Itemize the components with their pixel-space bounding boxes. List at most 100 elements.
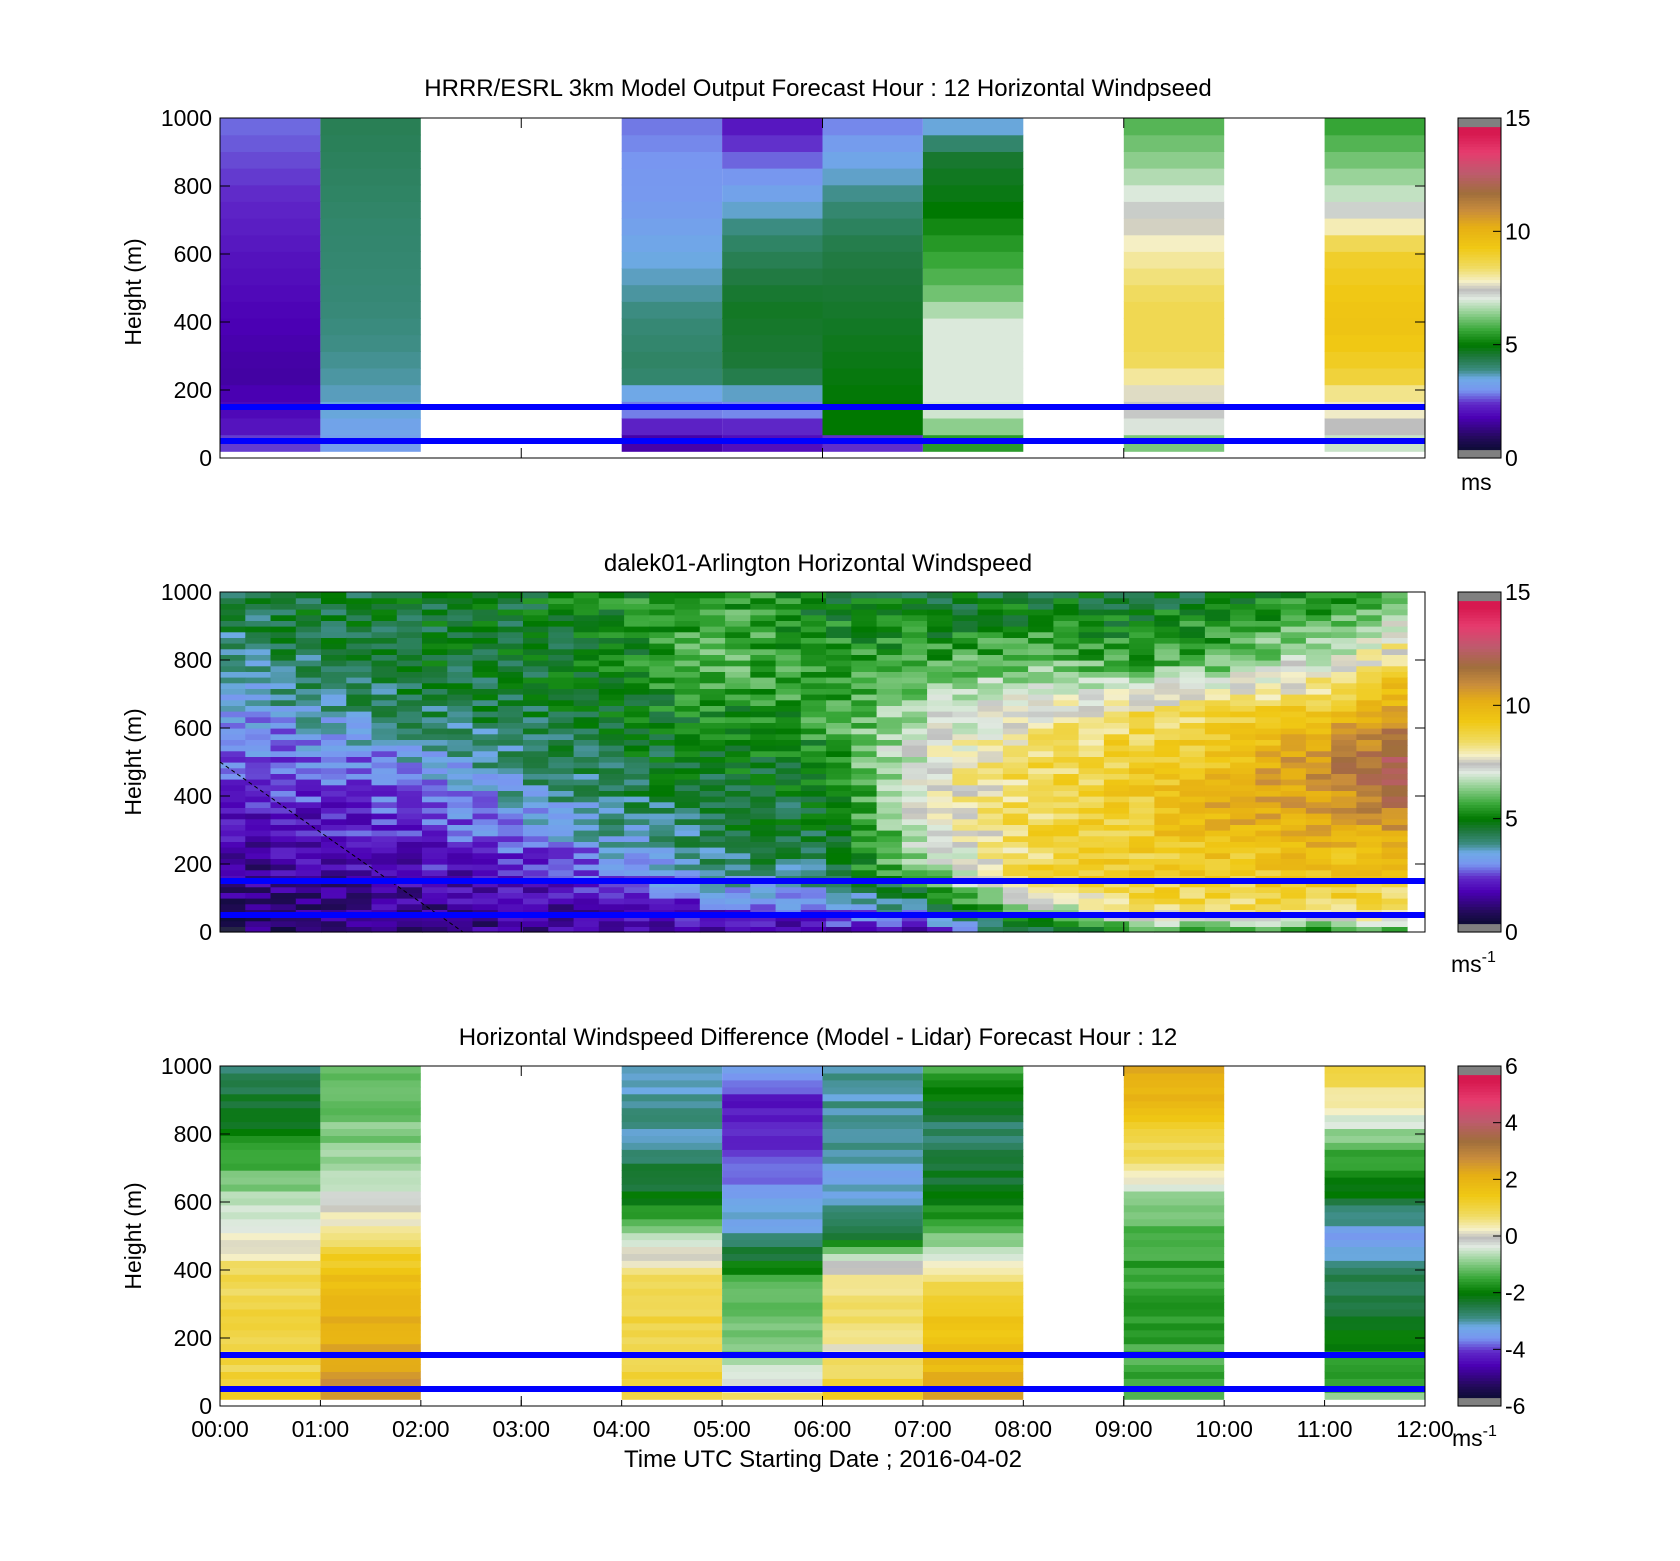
difference-cell — [621, 1357, 723, 1365]
lidar-cell — [245, 915, 272, 922]
lidar-cell — [1381, 852, 1408, 859]
difference-cell — [1324, 1281, 1425, 1289]
lidar-cell — [901, 699, 928, 706]
model-cell — [320, 284, 421, 302]
colorbar-segment — [1458, 205, 1501, 210]
lidar-cell — [1154, 847, 1181, 854]
lidar-cell — [1280, 750, 1307, 757]
lidar-cell — [245, 824, 272, 831]
model-cell — [621, 251, 723, 269]
lidar-cell — [1204, 654, 1231, 661]
lidar-cell — [952, 609, 979, 616]
colorbar-segment — [1458, 1219, 1501, 1223]
lidar-cell — [1078, 813, 1105, 820]
difference-cell — [822, 1225, 923, 1234]
model-cell — [822, 301, 923, 319]
lidar-cell — [245, 592, 272, 599]
lidar-cell — [1002, 665, 1029, 672]
colorbar-segment — [1458, 623, 1501, 627]
lidar-cell — [1028, 733, 1054, 740]
lidar-cell — [598, 665, 625, 672]
lidar-cell — [1331, 886, 1358, 893]
lidar-cell — [624, 886, 650, 893]
lidar-cell — [1028, 779, 1054, 786]
difference-cell — [822, 1191, 923, 1199]
difference-cell — [722, 1302, 823, 1310]
lidar-cell — [346, 835, 373, 842]
lidar-cell — [901, 886, 928, 893]
lidar-cell — [800, 864, 827, 871]
lidar-cell — [800, 767, 827, 774]
lidar-cell — [1280, 643, 1307, 650]
lidar-cell — [952, 762, 979, 769]
lidar-cell — [826, 835, 852, 842]
difference-cell — [1123, 1149, 1225, 1157]
lidar-cell — [624, 699, 650, 706]
lidar-cell — [1154, 813, 1181, 820]
colorbar-segment — [1458, 827, 1501, 831]
lidar-cell — [851, 767, 878, 774]
lidar-cell — [472, 813, 499, 820]
lidar-cell — [1103, 830, 1130, 837]
lidar-cell — [548, 762, 575, 769]
difference-cell — [722, 1322, 823, 1331]
lidar-cell — [598, 699, 625, 706]
lidar-cell — [1028, 892, 1054, 899]
lidar-cell — [952, 597, 979, 604]
lidar-cell — [1230, 654, 1256, 661]
difference-cell — [621, 1197, 723, 1206]
lidar-cell — [1356, 716, 1383, 723]
lidar-cell — [245, 637, 272, 644]
model-cell — [722, 184, 823, 202]
lidar-cell — [1356, 733, 1383, 740]
lidar-cell — [1204, 813, 1231, 820]
lidar-cell — [1053, 830, 1080, 837]
colorbar-segment — [1458, 305, 1501, 309]
lidar-cell — [876, 886, 903, 893]
lidar-cell — [321, 813, 347, 820]
difference-cell — [822, 1295, 923, 1303]
lidar-cell — [851, 796, 878, 803]
lidar-cell — [1230, 881, 1256, 888]
lidar-cell — [1204, 858, 1231, 865]
lidar-cell — [750, 864, 777, 871]
lidar-cell — [573, 597, 600, 604]
lidar-cell — [826, 864, 852, 871]
colorbar-segment — [1458, 929, 1501, 933]
lidar-cell — [1154, 643, 1181, 650]
difference-cell — [621, 1253, 723, 1261]
lidar-cell — [346, 886, 373, 893]
lidar-cell — [548, 716, 575, 723]
difference-cell — [621, 1142, 723, 1150]
lidar-cell — [1305, 745, 1332, 752]
lidar-cell — [346, 903, 373, 910]
colorbar-segment — [1458, 665, 1501, 670]
lidar-cell — [699, 886, 726, 893]
lidar-cell — [548, 790, 575, 797]
lidar-cell — [1154, 671, 1181, 678]
lidar-cell — [598, 609, 625, 616]
lidar-cell — [1103, 671, 1130, 678]
lidar-cell — [1331, 818, 1358, 825]
lidar-cell — [371, 824, 398, 831]
lidar-cell — [220, 926, 246, 933]
lidar-cell — [1305, 716, 1332, 723]
lidar-cell — [699, 739, 726, 746]
lidar-cell — [422, 699, 448, 706]
lidar-cell — [497, 898, 524, 905]
difference-cell — [922, 1128, 1024, 1136]
colorbar-segment — [1458, 648, 1501, 653]
lidar-cell — [548, 824, 575, 831]
colorbar-segment — [1458, 387, 1501, 391]
lidar-cell — [523, 626, 549, 633]
lidar-cell — [1028, 614, 1054, 621]
lidar-cell — [1129, 716, 1155, 723]
lidar-cell — [1305, 682, 1332, 689]
lidar-cell — [876, 665, 903, 672]
lidar-cell — [447, 920, 474, 927]
lidar-cell — [725, 864, 751, 871]
lidar-cell — [1179, 648, 1206, 655]
lidar-cell — [396, 784, 423, 791]
lidar-cell — [699, 762, 726, 769]
